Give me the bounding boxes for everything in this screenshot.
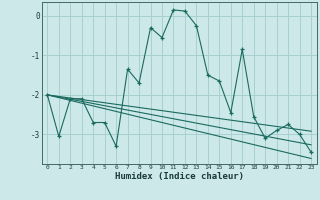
- X-axis label: Humidex (Indice chaleur): Humidex (Indice chaleur): [115, 172, 244, 181]
